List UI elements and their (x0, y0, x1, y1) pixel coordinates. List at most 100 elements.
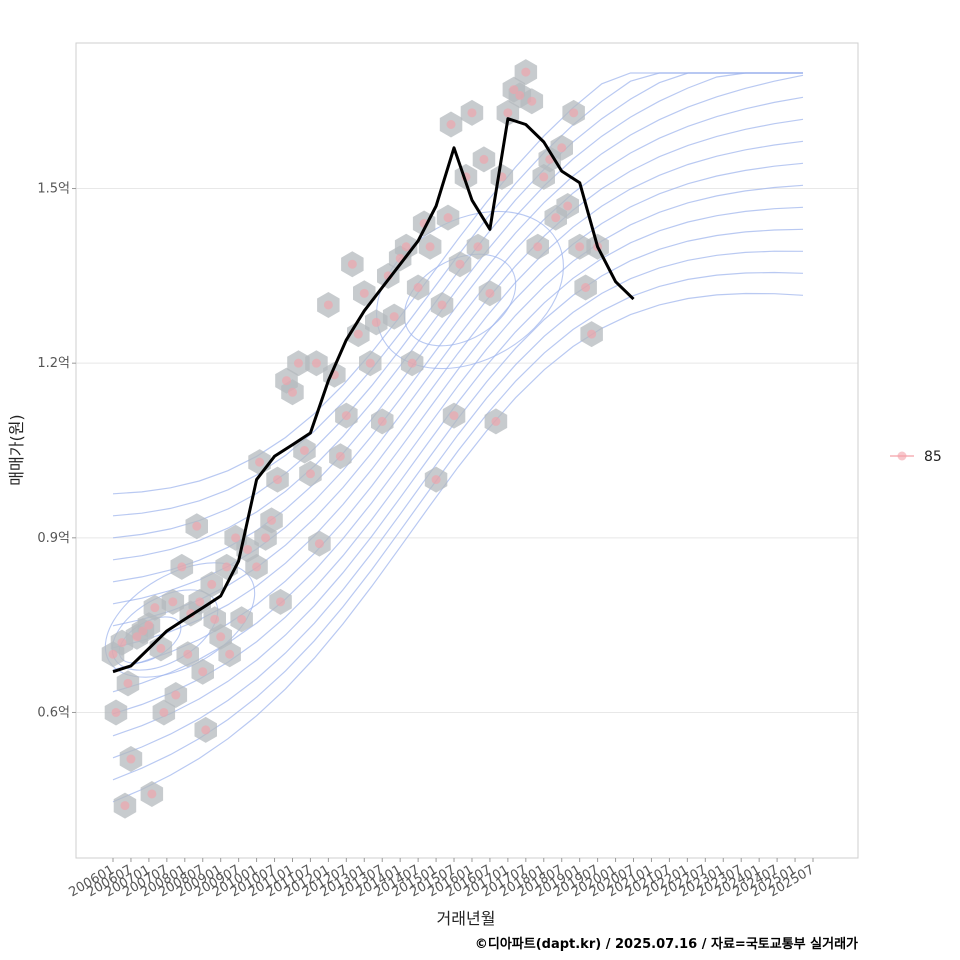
data-point (287, 387, 297, 397)
y-tick-label: 1.5억 (37, 182, 70, 197)
data-point (231, 533, 241, 543)
legend: 85 (890, 449, 942, 465)
data-point (575, 242, 585, 252)
data-point (177, 562, 187, 572)
data-point (407, 358, 417, 368)
data-point (467, 108, 477, 118)
data-point (473, 242, 483, 252)
data-point (132, 632, 142, 642)
data-point (261, 533, 271, 543)
data-point (225, 649, 235, 659)
data-point (108, 649, 118, 659)
data-point (276, 597, 286, 607)
data-point (491, 416, 501, 426)
data-point (201, 725, 211, 735)
data-point (431, 475, 441, 485)
data-point (222, 562, 232, 572)
data-point (123, 678, 133, 688)
data-point (377, 416, 387, 426)
data-point (401, 242, 411, 252)
data-point (159, 707, 169, 717)
data-point (156, 643, 166, 653)
data-point (299, 446, 309, 455)
median-price-line (112, 117, 635, 674)
x-axis-title: 거래년월 (437, 909, 496, 928)
contour-ring (403, 253, 517, 347)
scatter-points (108, 67, 603, 811)
median-line-path (112, 117, 635, 674)
data-point (479, 154, 489, 164)
data-point (437, 300, 447, 310)
data-point (195, 597, 205, 607)
data-point (147, 789, 157, 799)
data-point (138, 626, 148, 636)
data-point (443, 213, 453, 223)
data-point (347, 259, 357, 269)
data-point (341, 411, 351, 421)
y-axis-title: 매매가(원) (7, 414, 26, 485)
data-point (485, 288, 495, 298)
data-point (255, 457, 265, 467)
y-tick-label: 0.6억 (37, 705, 70, 720)
data-point (335, 451, 345, 461)
data-point (515, 90, 525, 100)
data-point (539, 172, 549, 182)
data-point (413, 283, 423, 292)
x-axis: 2006012006072007012007072008012008072009… (67, 858, 817, 900)
data-point (273, 475, 283, 485)
data-point (503, 108, 513, 118)
data-point (210, 614, 220, 624)
data-point (144, 620, 154, 630)
contour-line (112, 162, 804, 671)
data-point (569, 108, 579, 118)
contour-line (112, 72, 803, 561)
data-point (243, 544, 253, 554)
data-point (216, 632, 226, 642)
data-point (509, 85, 519, 95)
data-point (183, 649, 193, 659)
data-point (521, 67, 531, 77)
data-point (126, 754, 136, 764)
legend-marker-85 (897, 451, 907, 461)
data-point (120, 801, 130, 811)
data-point (207, 579, 217, 589)
contour-line (112, 271, 804, 781)
data-point (168, 597, 178, 607)
data-point (581, 283, 591, 292)
data-point (267, 515, 277, 525)
data-point (551, 213, 561, 223)
contour-line (112, 140, 804, 649)
data-point (252, 562, 262, 572)
y-axis: 0.6억 0.9억 1.2억 1.5억 (37, 182, 76, 720)
data-point (353, 329, 363, 339)
contour-line (112, 118, 804, 627)
data-point (563, 201, 573, 211)
contour-line (112, 250, 804, 759)
data-point (293, 358, 303, 368)
data-point (527, 96, 537, 106)
y-tick-label: 0.9억 (37, 531, 70, 546)
data-point (111, 707, 121, 717)
data-point (425, 242, 435, 252)
legend-label-85: 85 (924, 449, 942, 465)
contour-line (112, 292, 804, 803)
data-point (323, 300, 333, 310)
data-point (314, 539, 324, 549)
data-point (371, 317, 381, 327)
data-point (198, 667, 208, 677)
data-point (455, 259, 465, 269)
data-point (359, 288, 369, 298)
data-point (192, 521, 202, 531)
data-point (533, 242, 543, 252)
y-tick-label: 1.2억 (37, 356, 70, 371)
data-point (587, 329, 597, 339)
data-point (389, 312, 399, 322)
plot-frame (75, 42, 859, 859)
data-point (365, 358, 375, 368)
data-point (171, 690, 181, 700)
contour-line (112, 74, 804, 583)
data-point (311, 358, 321, 368)
data-point (282, 376, 292, 386)
